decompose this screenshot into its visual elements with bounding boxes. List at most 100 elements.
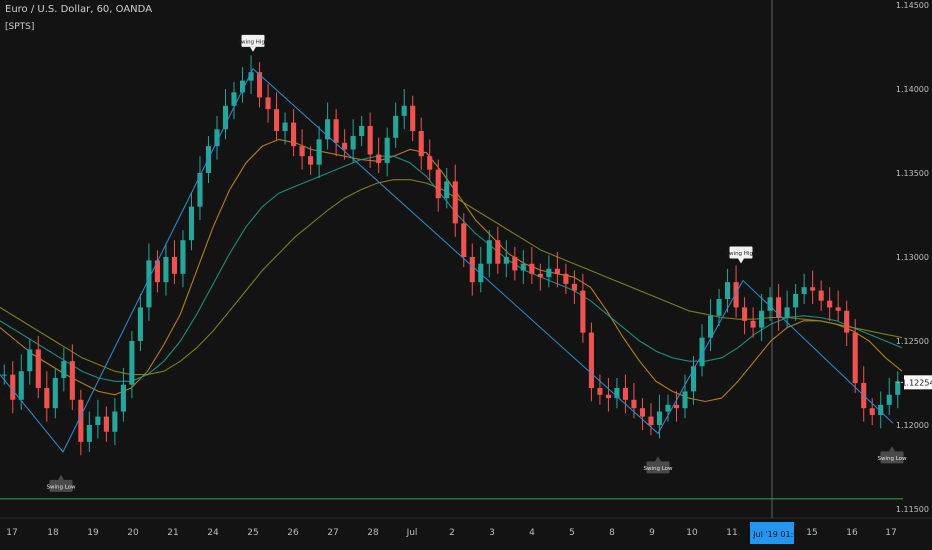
candle-body — [529, 263, 535, 274]
time-tick-label: 21 — [167, 528, 178, 538]
candle-body — [682, 391, 688, 409]
candle-body — [580, 290, 586, 333]
candle-body — [27, 349, 33, 372]
candle-body — [648, 416, 654, 425]
time-tick-label: 20 — [127, 528, 139, 538]
swing-label-box — [49, 479, 73, 492]
candle-body — [827, 300, 833, 308]
candle-body — [869, 408, 875, 415]
candle-body — [622, 388, 628, 400]
indicator-label[interactable]: [SPTS] — [5, 22, 35, 32]
swing-labels: Swing High Swing Low Swing Low Swing High Sw… — [46, 34, 907, 492]
candle-body — [742, 307, 748, 321]
candle-body — [656, 411, 663, 425]
zigzag-lines — [0, 67, 894, 453]
candle-body — [690, 366, 697, 392]
candle-body — [801, 287, 807, 294]
candle-body — [776, 297, 782, 318]
candle-body — [1, 374, 7, 376]
swing-label-text: Swing Low — [46, 484, 76, 490]
crosshair-date-tag — [750, 522, 794, 544]
candle-body — [410, 105, 416, 131]
time-axis[interactable]: 17 18 19 20 21 24 25 26 27 28 Jul 2 3 4 5 8 9 10 11 15 16 17 — [6, 528, 896, 538]
candle-body — [299, 146, 305, 157]
candle-body — [716, 299, 722, 316]
candle-body — [886, 394, 892, 405]
time-tick-label: 2 — [449, 528, 455, 538]
current-price-label: 1.12254 — [901, 378, 932, 387]
candle-body — [95, 416, 101, 425]
candle-body — [546, 268, 552, 278]
candle-body — [444, 181, 450, 199]
time-tick-label: 28 — [367, 528, 379, 538]
time-tick-label: 4 — [529, 528, 535, 538]
candle-body — [239, 80, 246, 93]
candle-body — [452, 181, 458, 224]
candle-body — [588, 332, 594, 389]
candle-body — [495, 240, 501, 264]
candle-body — [895, 381, 901, 395]
swing-label-pointer — [58, 474, 64, 480]
candle-body — [844, 310, 850, 333]
time-tick-label: 18 — [47, 528, 59, 538]
swing-high-marker: Swing High — [726, 246, 757, 264]
candle-body — [571, 283, 577, 291]
time-tick-label: 15 — [806, 528, 817, 538]
candle-body — [350, 136, 356, 150]
time-tick-label: 5 — [569, 528, 575, 538]
swing-label-box — [880, 451, 904, 464]
candle-body — [146, 260, 152, 308]
candle-body — [367, 125, 373, 155]
candle-body — [308, 156, 314, 165]
candle-body — [61, 361, 67, 378]
candle-body — [18, 371, 24, 400]
current-price-tag — [904, 375, 932, 390]
swing-label-pointer — [655, 456, 661, 462]
candle-body — [537, 273, 543, 278]
ma_slow-line — [0, 179, 903, 376]
candle-body — [469, 257, 475, 283]
price-tick-label: 1.12000 — [896, 421, 929, 430]
candle-body — [129, 341, 135, 385]
candle-body — [631, 399, 637, 409]
price-tick-label: 1.13500 — [896, 169, 929, 178]
candle-body — [163, 257, 169, 283]
candle-body — [767, 297, 773, 311]
zigzag-path — [0, 67, 894, 453]
candle-body — [333, 119, 339, 143]
candle-body — [810, 287, 816, 291]
price-axis[interactable]: 1.14500 1.14000 1.13500 1.13000 1.12500 1.120… — [896, 1, 929, 514]
candle-body — [818, 290, 824, 301]
candle-body — [793, 293, 799, 308]
candle-body — [188, 206, 195, 241]
candle-body — [784, 307, 790, 318]
candle-body — [478, 263, 484, 283]
ma_fast-line — [0, 138, 903, 403]
candle-body — [665, 404, 671, 412]
swing-label-box — [646, 461, 670, 474]
time-tick-label: 26 — [287, 528, 299, 538]
candle-body — [44, 388, 50, 409]
time-tick-label: 17 — [6, 528, 17, 538]
candle-body — [835, 307, 841, 311]
time-tick-label: 16 — [846, 528, 858, 538]
candle-body — [316, 139, 322, 165]
price-tick-label: 1.14000 — [896, 85, 929, 94]
swing-low-marker: Swing Low — [877, 446, 907, 464]
symbol-title[interactable]: Euro / U.S. Dollar, 60, OANDA — [5, 4, 153, 15]
candle-body — [707, 315, 714, 338]
candle-body — [282, 122, 288, 131]
candle-body — [214, 129, 220, 147]
time-tick-label: 17 — [885, 528, 896, 538]
swing-label-text: Swing Low — [877, 456, 907, 462]
candle-body — [512, 257, 518, 271]
candle-body — [563, 273, 569, 284]
candle-body — [52, 377, 58, 409]
swing-high-marker: Swing High — [238, 34, 269, 52]
candle-body — [231, 92, 237, 106]
candle-body — [325, 119, 331, 140]
candle-body — [503, 257, 509, 264]
